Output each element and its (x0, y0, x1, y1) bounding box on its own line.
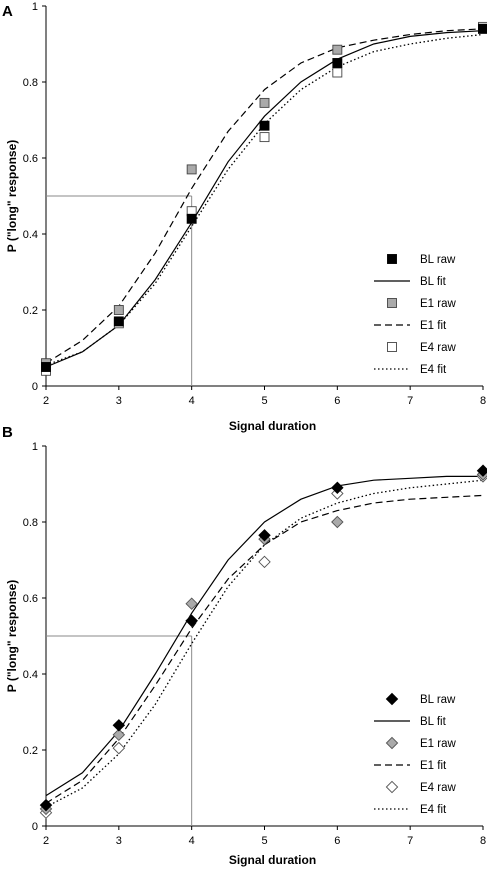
legend-marker (387, 298, 397, 308)
y-tick-label: 0.8 (23, 517, 38, 529)
y-tick-label: 0 (32, 821, 38, 833)
x-tick-label: 2 (43, 395, 49, 407)
data-point-bl-raw (186, 213, 197, 224)
y-axis-title: P ("long" response) (5, 140, 19, 253)
data-point-e1-raw (259, 97, 270, 108)
data-point-e4-raw (258, 555, 271, 569)
legend-marker (387, 254, 397, 264)
legend-label: E4 raw (420, 342, 456, 354)
x-axis-title: Signal duration (229, 419, 316, 433)
data-point-bl-raw (39, 798, 53, 812)
legend-label: BL raw (420, 694, 456, 706)
chart-panel-b: B 0 0.2 0.4 0.6 0.8 1 2 3 4 5 6 7 8 Signal duration P (… (2, 424, 487, 867)
y-tick-label: 0.8 (23, 77, 38, 89)
x-tick-label: 2 (43, 835, 49, 847)
x-tick-label: 4 (189, 395, 195, 407)
x-tick-label: 8 (480, 395, 486, 407)
panel-label: B (2, 424, 13, 441)
data-point-bl-raw (185, 614, 198, 628)
legend-marker (385, 692, 399, 706)
fit-line-e4-fit (45, 33, 484, 366)
y-tick-label: 0.2 (23, 745, 38, 757)
x-tick-label: 4 (189, 835, 195, 847)
data-point-e1-raw (112, 728, 126, 742)
data-point-bl-raw (112, 719, 126, 732)
chart-panel-a: A 0 0.2 0.4 0.6 0.8 1 2 3 4 5 6 7 8 Signal duration P (… (2, 1, 487, 433)
y-tick-label: 0.4 (23, 229, 38, 241)
data-point-e4-raw (112, 741, 126, 755)
legend-label: E1 raw (420, 738, 456, 750)
x-tick-label: 6 (334, 835, 340, 847)
legend-label: BL fit (420, 276, 447, 288)
legend-label: BL fit (420, 716, 447, 728)
y-tick-label: 0.6 (23, 593, 38, 605)
legend-marker (385, 780, 399, 794)
legend-label: E1 fit (420, 760, 447, 772)
legend-label: E4 fit (420, 804, 447, 816)
data-point-e1-raw (185, 597, 198, 610)
x-tick-label: 7 (407, 395, 413, 407)
x-tick-label: 7 (407, 835, 413, 847)
fit-line-bl-fit (45, 30, 484, 368)
data-point-e1-raw (186, 164, 197, 175)
y-tick-label: 0.6 (23, 153, 38, 165)
x-tick-label: 8 (480, 835, 486, 847)
legend: BL raw BL fit E1 raw E1 fit E4 raw E4 fit (374, 692, 456, 816)
x-tick-label: 3 (116, 835, 122, 847)
x-tick-label: 3 (116, 395, 122, 407)
panel-label: A (2, 3, 13, 20)
x-tick-label: 5 (261, 395, 267, 407)
x-axis-title: Signal duration (229, 853, 316, 867)
data-point-bl-raw (332, 58, 343, 68)
legend-label: E4 raw (420, 782, 456, 794)
data-point-bl-raw (113, 316, 124, 327)
data-point-bl-raw (331, 481, 344, 495)
data-point-e4-raw (259, 132, 270, 143)
data-point-e4-raw (332, 67, 343, 78)
y-axis-title: P ("long" response) (5, 580, 19, 693)
x-tick-label: 5 (261, 835, 267, 847)
y-tick-label: 0.4 (23, 669, 38, 681)
legend-marker (387, 342, 397, 352)
legend-label: E1 raw (420, 298, 456, 310)
y-tick-label: 1 (32, 441, 38, 453)
y-tick-label: 1 (32, 1, 38, 13)
data-point-bl-raw (41, 362, 51, 372)
data-point-bl-raw (478, 23, 487, 34)
data-point-bl-raw (258, 529, 271, 542)
legend-label: BL raw (420, 254, 456, 266)
legend-label: E1 fit (420, 320, 447, 332)
data-point-bl-raw (259, 120, 270, 131)
fit-line-e4-fit (45, 479, 484, 808)
data-point-e1-raw (331, 515, 344, 529)
y-tick-label: 0 (32, 381, 38, 393)
y-tick-label: 0.2 (23, 305, 38, 317)
legend-marker (385, 736, 399, 750)
x-tick-label: 6 (334, 395, 340, 407)
legend: BL raw BL fit E1 raw E1 fit E4 raw E4 fit (374, 254, 456, 376)
legend-label: E4 fit (420, 364, 447, 376)
data-point-e1-raw (332, 44, 343, 55)
data-point-e1-raw (113, 305, 124, 315)
